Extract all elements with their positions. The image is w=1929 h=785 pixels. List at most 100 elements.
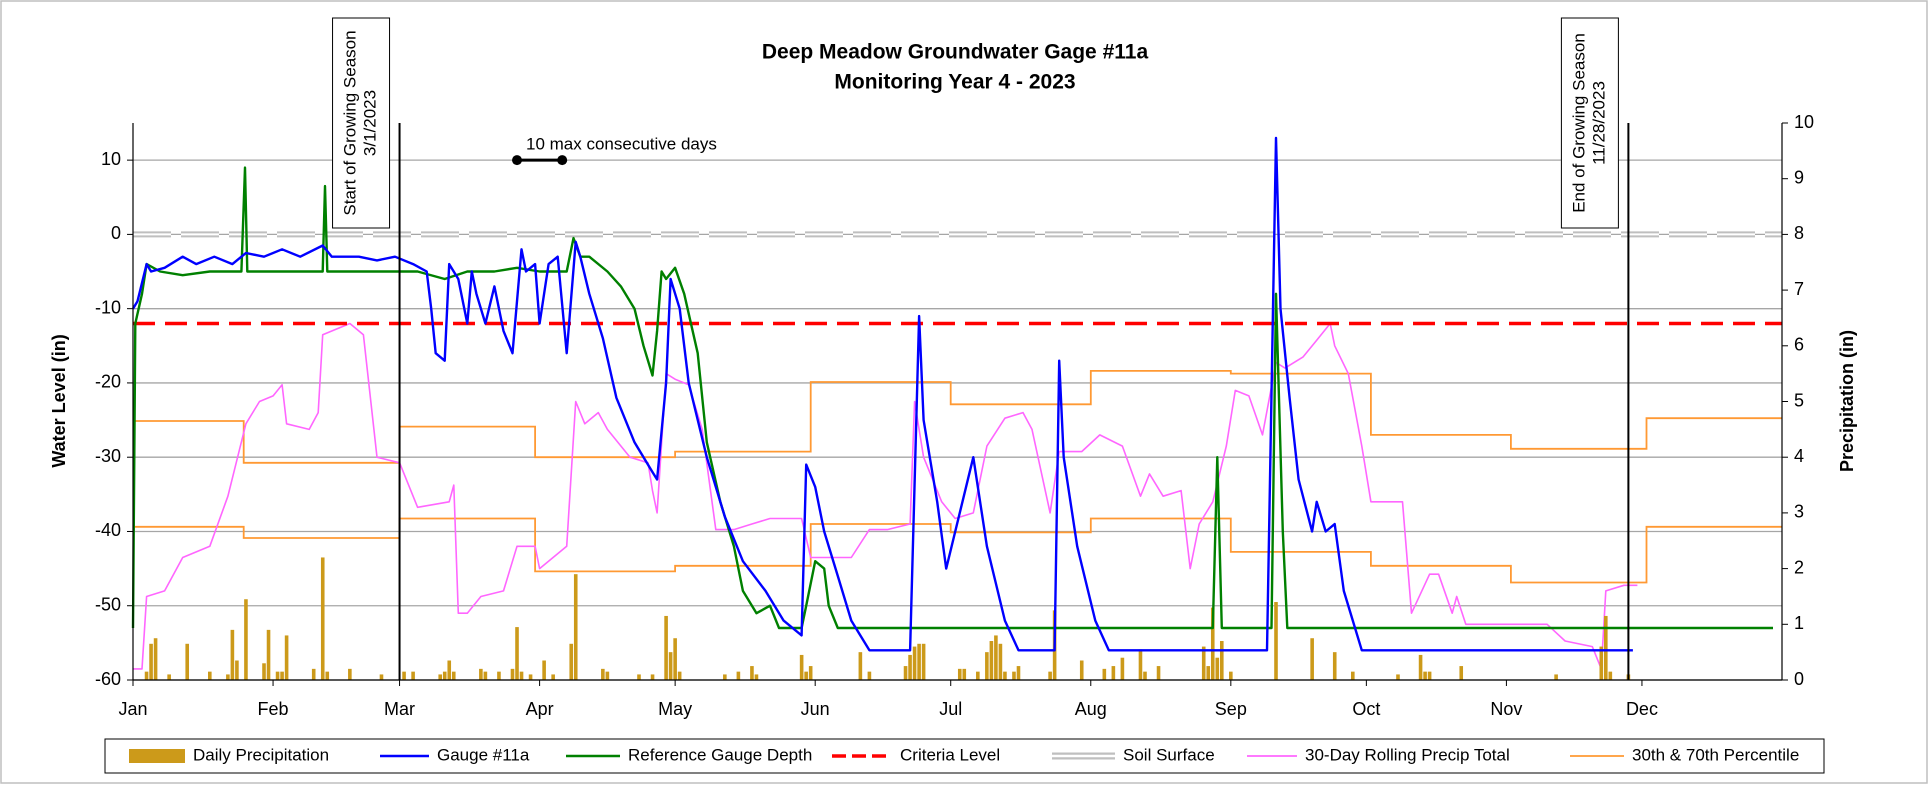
precip-bar	[677, 671, 682, 680]
precip-bar	[1111, 666, 1116, 680]
precip-bar	[1396, 674, 1400, 680]
y-axis-title: Water Level (in)	[49, 334, 69, 467]
precip-bar	[320, 557, 325, 680]
precip-bar	[1604, 615, 1608, 680]
x-tick-label: Feb	[258, 699, 289, 719]
precip-bar	[1079, 660, 1084, 680]
precip-bar	[723, 674, 727, 680]
season-label: End of Growing Season	[1569, 33, 1588, 213]
precip-bar	[668, 652, 673, 680]
precip-bar	[515, 627, 519, 680]
x-tick-label: Aug	[1075, 699, 1107, 719]
precip-bar	[1206, 666, 1211, 680]
precip-bar	[1201, 646, 1206, 680]
precip-bar	[483, 671, 488, 680]
precip-bar	[858, 652, 863, 680]
span-end	[557, 155, 568, 166]
precip-bar	[1459, 666, 1464, 680]
precip-bar	[402, 671, 406, 680]
x-tick-label: Jul	[939, 699, 962, 719]
precip-bar	[1120, 657, 1125, 680]
precip-bar	[379, 674, 384, 680]
precip-bar	[1310, 638, 1314, 680]
precip-bar	[208, 671, 212, 680]
precip-bar	[1138, 649, 1143, 680]
precip-bar	[438, 674, 443, 680]
precip-bar	[912, 646, 917, 680]
y-tick-label: -60	[95, 669, 121, 689]
y2-tick-label: 5	[1794, 390, 1804, 410]
season-box	[332, 17, 391, 229]
precip-bar	[144, 671, 149, 680]
precip-bar	[1143, 671, 1147, 680]
precip-bar	[226, 674, 230, 680]
precip-bar	[917, 643, 921, 680]
precip-bar	[1102, 668, 1107, 680]
legend-label: Criteria Level	[900, 745, 1000, 764]
precip-bar	[1048, 671, 1052, 680]
precip-bar	[1016, 666, 1021, 680]
x-tick-label: Jun	[801, 699, 830, 719]
series-line	[133, 322, 1638, 670]
precip-bar	[569, 643, 574, 680]
y2-tick-label: 0	[1794, 669, 1804, 689]
precip-bar	[1219, 641, 1224, 680]
precip-bar	[808, 666, 813, 680]
precip-bar	[1274, 602, 1278, 680]
precip-bar	[957, 668, 962, 680]
y2-tick-label: 3	[1794, 502, 1804, 522]
x-tick-label: Dec	[1626, 699, 1658, 719]
precip-bar	[1554, 674, 1558, 680]
y2-tick-label: 6	[1794, 335, 1804, 355]
legend-label: Reference Gauge Depth	[628, 745, 812, 764]
x-tick-label: Oct	[1352, 699, 1380, 719]
precip-bar	[348, 668, 352, 680]
precip-bar	[1418, 654, 1423, 680]
precip-bar	[998, 643, 1003, 680]
legend-label: 30th & 70th Percentile	[1632, 745, 1799, 764]
precip-bar	[551, 674, 555, 680]
precip-bar	[325, 671, 330, 680]
precip-bar	[1012, 671, 1016, 680]
x-tick-label: Nov	[1490, 699, 1522, 719]
precip-bar	[1332, 652, 1337, 680]
precip-bar	[994, 635, 998, 680]
precip-bar	[230, 629, 235, 680]
y-tick-label: -50	[95, 594, 121, 614]
season-label: Start of Growing Season	[341, 30, 360, 215]
precip-bar	[736, 671, 741, 680]
precip-bar	[1423, 671, 1427, 680]
precip-bar	[903, 666, 908, 680]
precip-bar	[275, 671, 280, 680]
y2-axis-title: Precipitation (in)	[1837, 330, 1857, 472]
precip-bar	[284, 635, 289, 680]
y-tick-label: 0	[111, 223, 121, 243]
precip-bar	[528, 674, 533, 680]
precip-bar	[280, 671, 284, 680]
season-label: 11/28/2023	[1589, 81, 1608, 165]
y2-tick-label: 10	[1794, 112, 1814, 132]
chart-title: Deep Meadow Groundwater Gage #11a	[762, 41, 1149, 64]
series-line	[131, 136, 1633, 652]
precip-bar	[601, 668, 605, 680]
precip-bar	[1156, 666, 1161, 680]
precip-bar	[542, 660, 546, 680]
precip-bar	[664, 615, 668, 680]
y-tick-label: -20	[95, 372, 121, 392]
legend-label: Daily Precipitation	[193, 745, 329, 764]
precip-bar	[650, 674, 655, 680]
y-tick-label: 10	[101, 149, 121, 169]
precip-bar	[754, 674, 759, 680]
precip-bar	[519, 671, 524, 680]
season-box	[1560, 17, 1619, 229]
precip-bar	[673, 638, 677, 680]
precip-bar	[442, 671, 447, 680]
precip-bar	[1215, 657, 1220, 680]
precip-bar	[985, 652, 989, 680]
precip-bar	[244, 599, 248, 680]
y2-tick-label: 9	[1794, 167, 1804, 187]
legend-swatch	[129, 749, 185, 763]
y2-tick-label: 7	[1794, 279, 1804, 299]
